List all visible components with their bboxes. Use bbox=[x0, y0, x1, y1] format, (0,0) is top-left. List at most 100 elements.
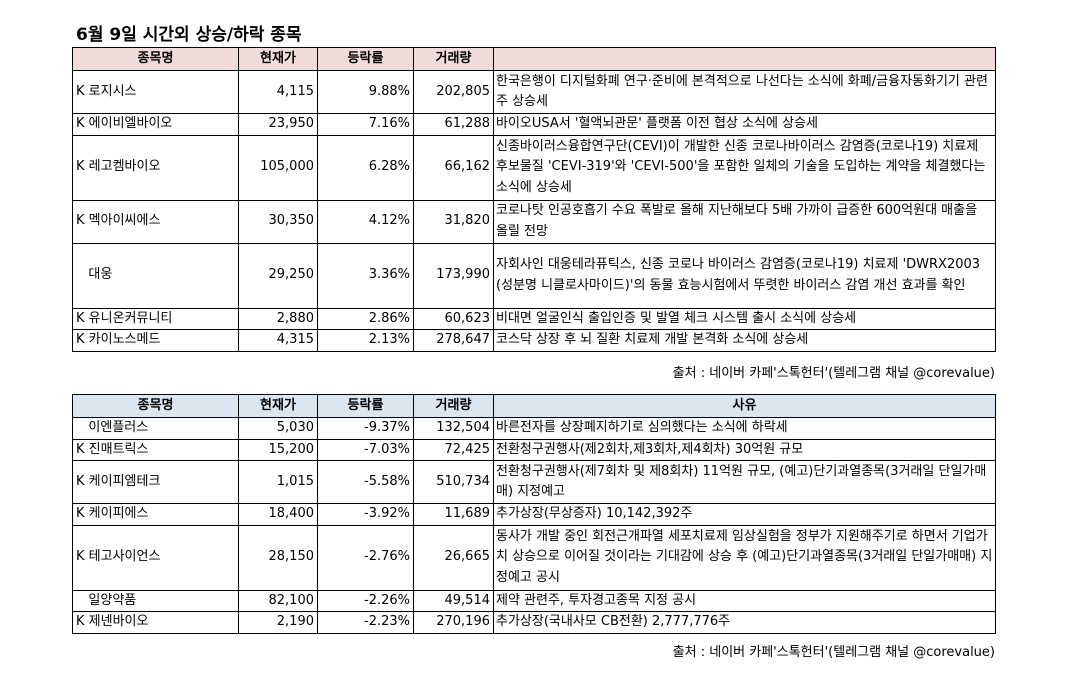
stock-volume: 270,196 bbox=[413, 611, 494, 634]
stock-volume: 31,820 bbox=[413, 199, 494, 244]
stock-reason: 자회사인 대웅테라퓨틱스, 신종 코로나 바이러스 감염증(코로나19) 치료제… bbox=[493, 242, 996, 309]
table-row: K 로지시스 4,115 9.88% 202,805 한국은행이 디지털화폐 연… bbox=[72, 70, 996, 114]
stock-name: K 테고사이언스 bbox=[72, 524, 239, 591]
stock-name: K 로지시스 bbox=[72, 70, 239, 114]
table-row: K 멕아이씨에스 30,350 4.12% 31,820 코로나탓 인공호흡기 … bbox=[72, 199, 996, 244]
header-volume: 거래량 bbox=[413, 47, 494, 71]
stock-reason: 비대면 얼굴인식 출입인증 및 발열 체크 시스템 출시 소식에 상승세 bbox=[493, 307, 996, 330]
source-note: 출처 : 네이버 카페'스톡헌터'(텔레그램 채널 @corevalue) bbox=[672, 366, 995, 381]
stock-reason: 바른전자를 상장폐지하기로 심의했다는 소식에 하락세 bbox=[493, 417, 996, 440]
stock-volume: 132,504 bbox=[413, 417, 494, 440]
stock-volume: 11,689 bbox=[413, 503, 494, 526]
stock-reason: 한국은행이 디지털화폐 연구·준비에 본격적으로 나선다는 소식에 화폐/금융자… bbox=[493, 70, 996, 114]
stock-volume: 66,162 bbox=[413, 134, 494, 201]
stock-price: 2,880 bbox=[238, 307, 318, 330]
stock-change: -2.76% bbox=[317, 524, 414, 591]
stock-price: 30,350 bbox=[238, 199, 318, 244]
stock-price: 5,030 bbox=[238, 417, 318, 440]
stock-change: -7.03% bbox=[317, 438, 414, 461]
table-row: K 에이비엘바이오 23,950 7.16% 61,288 바이오USA서 '혈… bbox=[72, 113, 996, 136]
stock-name: K 에이비엘바이오 bbox=[72, 113, 239, 136]
stock-volume: 202,805 bbox=[413, 70, 494, 114]
table-row: K 진매트릭스 15,200 -7.03% 72,425 전환청구권행사(제2회… bbox=[72, 438, 996, 461]
stock-reason: 동사가 개발 중인 회전근개파열 세포치료제 임상실험을 정부가 지원해주기로 … bbox=[493, 524, 996, 591]
stock-name: K 레고켐바이오 bbox=[72, 134, 239, 201]
stock-name: K 카이노스메드 bbox=[72, 329, 239, 352]
stock-change: 6.28% bbox=[317, 134, 414, 201]
table-row: K 케이피엠테크 1,015 -5.58% 510,734 전환청구권행사(제7… bbox=[72, 460, 996, 504]
stock-name: K 유니온커뮤니티 bbox=[72, 307, 239, 330]
stock-price: 29,250 bbox=[238, 242, 318, 309]
stock-price: 18,400 bbox=[238, 503, 318, 526]
stock-change: 9.88% bbox=[317, 70, 414, 114]
source-note: 출처 : 네이버 카페'스톡헌터'(텔레그램 채널 @corevalue) bbox=[672, 645, 995, 660]
header-name: 종목명 bbox=[72, 394, 239, 418]
stock-name: K 멕아이씨에스 bbox=[72, 199, 239, 244]
stock-price: 105,000 bbox=[238, 134, 318, 201]
rise-table: 종목명 현재가 등락률 거래량 K 로지시스 4,115 9.88% 202,8… bbox=[72, 47, 996, 352]
stock-change: -2.23% bbox=[317, 611, 414, 634]
table-row: 이엔플러스 5,030 -9.37% 132,504 바른전자를 상장폐지하기로… bbox=[72, 417, 996, 440]
header-reason bbox=[493, 47, 996, 71]
header-price: 현재가 bbox=[238, 47, 318, 71]
stock-name: 대웅 bbox=[72, 242, 239, 309]
stock-volume: 26,665 bbox=[413, 524, 494, 591]
header-volume: 거래량 bbox=[413, 394, 494, 418]
stock-change: 2.13% bbox=[317, 329, 414, 352]
stock-change: -3.92% bbox=[317, 503, 414, 526]
stock-name: 일양약품 bbox=[72, 589, 239, 612]
stock-volume: 173,990 bbox=[413, 242, 494, 309]
stock-change: -5.58% bbox=[317, 460, 414, 504]
stock-reason: 바이오USA서 '혈액뇌관문' 플랫폼 이전 협상 소식에 상승세 bbox=[493, 113, 996, 136]
stock-name: K 제넨바이오 bbox=[72, 611, 239, 634]
table-row: K 케이피에스 18,400 -3.92% 11,689 추가상장(무상증자) … bbox=[72, 503, 996, 526]
table-row: K 테고사이언스 28,150 -2.76% 26,665 동사가 개발 중인 … bbox=[72, 524, 996, 591]
stock-name: K 케이피엠테크 bbox=[72, 460, 239, 504]
stock-change: 4.12% bbox=[317, 199, 414, 244]
table-row: 대웅 29,250 3.36% 173,990 자회사인 대웅테라퓨틱스, 신종… bbox=[72, 242, 996, 309]
stock-volume: 278,647 bbox=[413, 329, 494, 352]
stock-change: 3.36% bbox=[317, 242, 414, 309]
stock-price: 1,015 bbox=[238, 460, 318, 504]
table-row: K 유니온커뮤니티 2,880 2.86% 60,623 비대면 얼굴인식 출입… bbox=[72, 307, 996, 330]
stock-reason: 추가상장(무상증자) 10,142,392주 bbox=[493, 503, 996, 526]
stock-change: -9.37% bbox=[317, 417, 414, 440]
fall-header-row: 종목명 현재가 등락률 거래량 사유 bbox=[72, 394, 996, 418]
table-row: K 레고켐바이오 105,000 6.28% 66,162 신종바이러스융합연구… bbox=[72, 134, 996, 201]
page-title: 6월 9일 시간외 상승/하락 종목 bbox=[76, 25, 302, 45]
stock-change: 2.86% bbox=[317, 307, 414, 330]
table-row: 일양약품 82,100 -2.26% 49,514 제약 관련주, 투자경고종목… bbox=[72, 589, 996, 612]
stock-reason: 전환청구권행사(제2회차,제3회차,제4회차) 30억원 규모 bbox=[493, 438, 996, 461]
header-price: 현재가 bbox=[238, 394, 318, 418]
stock-price: 4,315 bbox=[238, 329, 318, 352]
stock-volume: 60,623 bbox=[413, 307, 494, 330]
stock-reason: 추가상장(국내사모 CB전환) 2,777,776주 bbox=[493, 611, 996, 634]
stock-price: 4,115 bbox=[238, 70, 318, 114]
stock-change: -2.26% bbox=[317, 589, 414, 612]
rise-header-row: 종목명 현재가 등락률 거래량 bbox=[72, 47, 996, 71]
stock-reason: 코스닥 상장 후 뇌 질환 치료제 개발 본격화 소식에 상승세 bbox=[493, 329, 996, 352]
stock-volume: 61,288 bbox=[413, 113, 494, 136]
table-row: K 카이노스메드 4,315 2.13% 278,647 코스닥 상장 후 뇌 … bbox=[72, 329, 996, 352]
header-change: 등락률 bbox=[317, 47, 414, 71]
stock-reason: 제약 관련주, 투자경고종목 지정 공시 bbox=[493, 589, 996, 612]
header-reason: 사유 bbox=[493, 394, 996, 418]
table-row: K 제넨바이오 2,190 -2.23% 270,196 추가상장(국내사모 C… bbox=[72, 611, 996, 634]
header-change: 등락률 bbox=[317, 394, 414, 418]
stock-reason: 신종바이러스융합연구단(CEVI)이 개발한 신종 코로나바이러스 감염증(코로… bbox=[493, 134, 996, 201]
header-name: 종목명 bbox=[72, 47, 239, 71]
fall-table: 종목명 현재가 등락률 거래량 사유 이엔플러스 5,030 -9.37% 13… bbox=[72, 394, 996, 634]
stock-volume: 49,514 bbox=[413, 589, 494, 612]
stock-change: 7.16% bbox=[317, 113, 414, 136]
stock-price: 15,200 bbox=[238, 438, 318, 461]
stock-name: K 진매트릭스 bbox=[72, 438, 239, 461]
stock-reason: 코로나탓 인공호흡기 수요 폭발로 올해 지난해보다 5배 가까이 급증한 60… bbox=[493, 199, 996, 244]
stock-price: 82,100 bbox=[238, 589, 318, 612]
stock-reason: 전환청구권행사(제7회차 및 제8회차) 11억원 규모, (예고)단기과열종목… bbox=[493, 460, 996, 504]
stock-volume: 510,734 bbox=[413, 460, 494, 504]
stock-price: 2,190 bbox=[238, 611, 318, 634]
stock-volume: 72,425 bbox=[413, 438, 494, 461]
stock-name: K 케이피에스 bbox=[72, 503, 239, 526]
stock-price: 28,150 bbox=[238, 524, 318, 591]
stock-price: 23,950 bbox=[238, 113, 318, 136]
